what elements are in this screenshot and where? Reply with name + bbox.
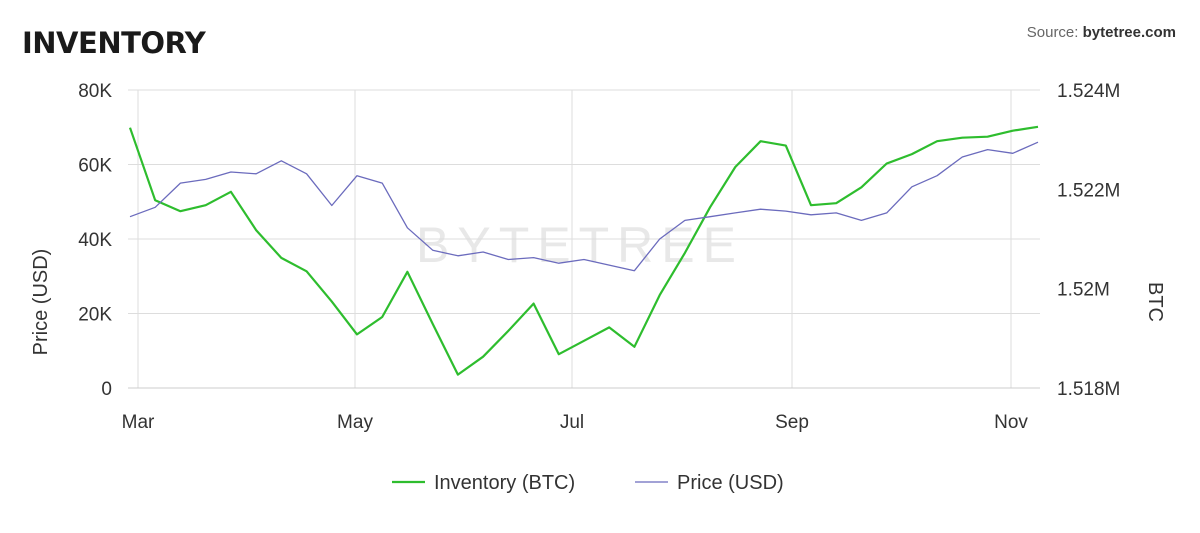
y-right-tick-label: 1.518M <box>1057 379 1120 400</box>
grid-lines <box>128 89 1040 388</box>
y-right-tick-label: 1.52M <box>1057 280 1110 301</box>
legend-item-inventory[interactable]: Inventory (BTC) <box>392 472 575 494</box>
x-tick-label: May <box>337 412 373 433</box>
chart-title: INVENTORY <box>22 26 206 60</box>
y-right-tick-label: 1.524M <box>1057 81 1120 102</box>
x-tick-label: Nov <box>994 412 1028 433</box>
y-left-tick-label: 40K <box>78 230 112 251</box>
legend-item-price[interactable]: Price (USD) <box>635 472 784 494</box>
x-tick-label: Mar <box>122 412 155 433</box>
source-prefix: Source: <box>1026 24 1083 41</box>
y-right-tick-label: 1.522M <box>1057 180 1120 201</box>
series-layer <box>128 125 1039 376</box>
y-left-tick-label: 20K <box>78 305 112 326</box>
x-tick-label: Sep <box>775 412 809 433</box>
y-left-axis-title: Price (USD) <box>30 249 52 356</box>
y-left-tick-label: 60K <box>78 156 112 177</box>
legend-label: Price (USD) <box>677 472 784 494</box>
source-name: bytetree.com <box>1082 24 1176 41</box>
x-tick-label: Jul <box>560 412 584 433</box>
source-credit[interactable]: Source: bytetree.com <box>1027 24 1176 41</box>
watermark-text: BYTETREE <box>416 217 744 273</box>
tick-labels: 0 20K 40K 60K 80K 1.518M 1.52M 1.522M 1.524M Mar M… <box>78 81 1120 433</box>
y-left-tick-label: 80K <box>78 81 112 102</box>
y-right-axis-title: BTC <box>1144 282 1166 322</box>
legend-label: Inventory (BTC) <box>434 472 575 494</box>
legend: Inventory (BTC) Price (USD) <box>392 472 784 494</box>
series-line-inventory[interactable] <box>128 125 1039 376</box>
series-line-price[interactable] <box>129 141 1039 272</box>
y-left-tick-label: 0 <box>101 379 112 400</box>
